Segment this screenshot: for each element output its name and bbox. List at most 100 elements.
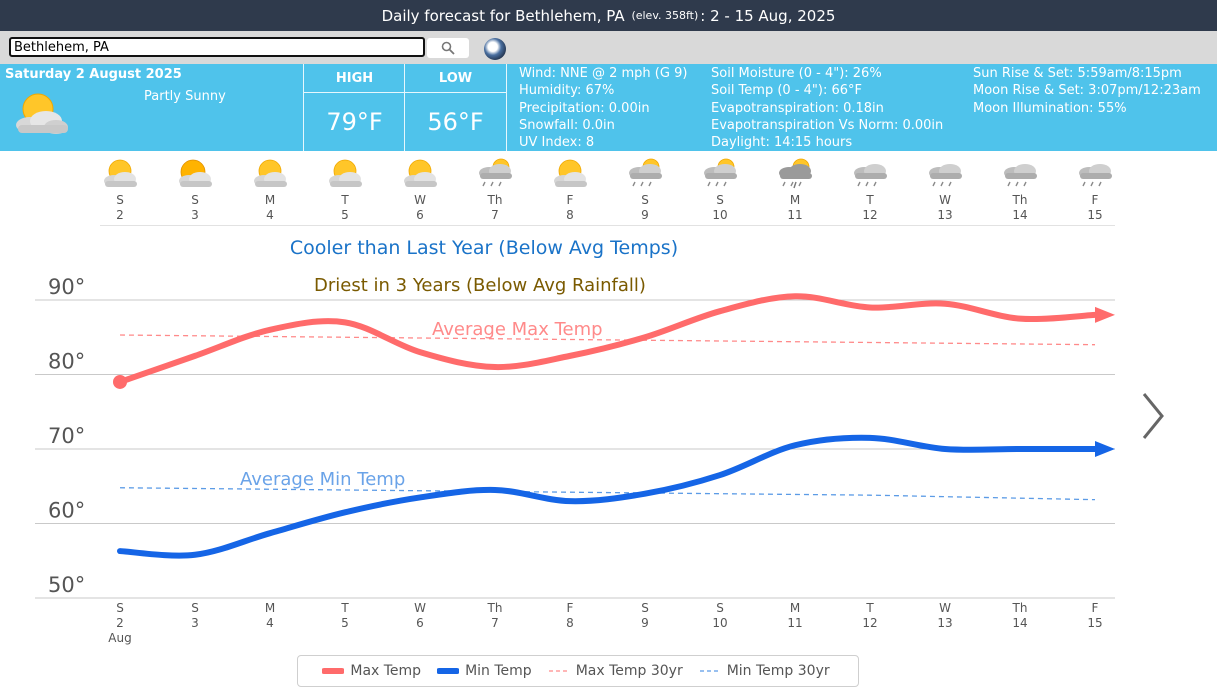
legend-item-max[interactable]: Max Temp (322, 663, 421, 679)
sun-showers-icon (704, 158, 737, 187)
forecast-day-letter: F (1091, 193, 1099, 207)
forecast-day-letter: W (414, 193, 426, 207)
partly-sunny-icon (104, 159, 137, 187)
rain-cloud-icon (1004, 164, 1037, 187)
title-bar: Daily forecast for Bethlehem, PA (elev. … (0, 0, 1217, 31)
detail-daylight: Daylight: 14:15 hours (711, 135, 853, 151)
search-button[interactable] (427, 38, 469, 58)
chart-legend: Max Temp Min Temp Max Temp 30yr Min Temp… (297, 655, 859, 687)
partly-sunny-icon (554, 159, 587, 187)
sun-showers-icon (629, 158, 662, 187)
y-tick-label: 90° (48, 275, 85, 299)
y-tick-label: 80° (48, 350, 85, 374)
forecast-day-12[interactable]: T 12 (845, 157, 895, 223)
partly-sunny-icon (329, 159, 362, 187)
location-search-input[interactable] (9, 37, 425, 57)
legend-label-max-30yr: Max Temp 30yr (575, 663, 683, 679)
forecast-day-letter: F (566, 193, 574, 207)
forecast-day-date: 8 (566, 208, 574, 222)
forecast-day-letter: Th (1012, 193, 1028, 207)
high-label: HIGH (304, 64, 405, 93)
current-conditions-panel: Saturday 2 August 2025 Partly Sunny HIGH… (0, 64, 1217, 151)
rain-cloud-icon (929, 164, 962, 187)
y-tick-label: 70° (48, 424, 85, 448)
search-icon (441, 41, 455, 55)
forecast-day-date: 13 (937, 208, 953, 222)
x-tick-day: Th (1012, 601, 1028, 615)
series-line-min-temp-30yr (119, 487, 1096, 501)
details-column-2: Soil Moisture (0 - 4"): 26% Soil Temp (0… (711, 65, 943, 151)
x-tick-day: F (567, 601, 574, 615)
forecast-day-date: 9 (641, 208, 649, 222)
legend-item-min-30yr[interactable]: Min Temp 30yr (699, 663, 830, 679)
forecast-day-date: 5 (341, 208, 349, 222)
legend-label-max: Max Temp (350, 663, 422, 679)
detail-evapotranspiration-norm: Evapotranspiration Vs Norm: 0.00in (711, 117, 944, 133)
x-tick-day: W (414, 601, 426, 615)
partly-sunny-icon (404, 159, 437, 187)
forecast-day-15[interactable]: F 15 (1070, 157, 1120, 223)
detail-wind: Wind: NNE @ 2 mph (G 9) (519, 66, 688, 81)
legend-label-min-30yr: Min Temp 30yr (726, 663, 830, 679)
temp-annotation: Cooler than Last Year (Below Avg Temps) (290, 237, 678, 259)
x-tick-date: 8 (566, 616, 574, 630)
rain-cloud-icon (1079, 164, 1112, 187)
forecast-day-letter: T (866, 193, 874, 207)
x-tick-day: F (1092, 601, 1099, 615)
x-tick-date: 10 (712, 616, 727, 630)
y-tick-label: 50° (48, 573, 85, 597)
forecast-day-letter: S (116, 193, 124, 207)
legend-item-min[interactable]: Min Temp (437, 663, 532, 679)
legend-item-max-30yr[interactable]: Max Temp 30yr (548, 663, 683, 679)
x-tick-date: 13 (937, 616, 952, 630)
page-title: Daily forecast for Bethlehem, PA (381, 6, 625, 25)
x-tick-date: 4 (266, 616, 274, 630)
legend-label-min: Min Temp (465, 663, 532, 679)
forecast-day-letter: S (641, 193, 649, 207)
x-tick-day: T (865, 601, 874, 615)
x-tick-day: T (340, 601, 349, 615)
series-line-max-temp-30yr (119, 334, 1096, 346)
daily-forecast-strip: S 2 S 3 M 4 T 5 W 6 Th 7 F 8 S 9 S 10 M 11 T 12 W 13 Th 14 F 15 (100, 155, 1115, 225)
forecast-day-letter: S (191, 193, 199, 207)
detail-precipitation: Precipitation: 0.00in (519, 100, 650, 116)
avg-min-label: Average Min Temp (240, 469, 405, 490)
legend-swatch-max (322, 668, 345, 674)
forecast-day-10[interactable]: S 10 (695, 157, 745, 223)
partly-sunny-icon (254, 159, 287, 187)
detail-evapotranspiration: Evapotranspiration: 0.18in (711, 100, 884, 116)
forecast-day-14[interactable]: Th 14 (995, 157, 1045, 223)
x-tick-day: M (790, 601, 800, 615)
forecast-day-date: 12 (862, 208, 878, 222)
x-tick-date: 6 (416, 616, 424, 630)
forecast-day-date: 15 (1087, 208, 1103, 222)
series-line-min-temp (117, 434, 1098, 559)
series-arrow-min-temp (1095, 441, 1115, 457)
avg-max-label: Average Max Temp (432, 319, 603, 340)
chevron-right-icon[interactable] (1138, 390, 1168, 442)
x-tick-day: W (939, 601, 951, 615)
globe-icon[interactable] (484, 38, 506, 60)
detail-soil-moisture: Soil Moisture (0 - 4"): 26% (711, 66, 882, 81)
detail-snowfall: Snowfall: 0.0in (519, 117, 615, 133)
x-tick-date: 3 (191, 616, 199, 630)
partly-sunny-icon (16, 93, 68, 134)
x-tick-date: 5 (341, 616, 349, 630)
data-point-max-temp-2 (113, 374, 127, 389)
current-date: Saturday 2 August 2025 (5, 67, 182, 82)
forecast-day-letter: T (341, 193, 349, 207)
divider (100, 225, 1115, 226)
forecast-day-7[interactable]: Th 7 (470, 157, 520, 223)
forecast-day-date: 10 (712, 208, 728, 222)
detail-soil-temp: Soil Temp (0 - 4"): 66°F (711, 83, 862, 99)
forecast-day-11[interactable]: M 11 (770, 157, 820, 223)
forecast-day-13[interactable]: W 13 (920, 157, 970, 223)
elevation-label: (elev. 358ft) (631, 9, 699, 22)
